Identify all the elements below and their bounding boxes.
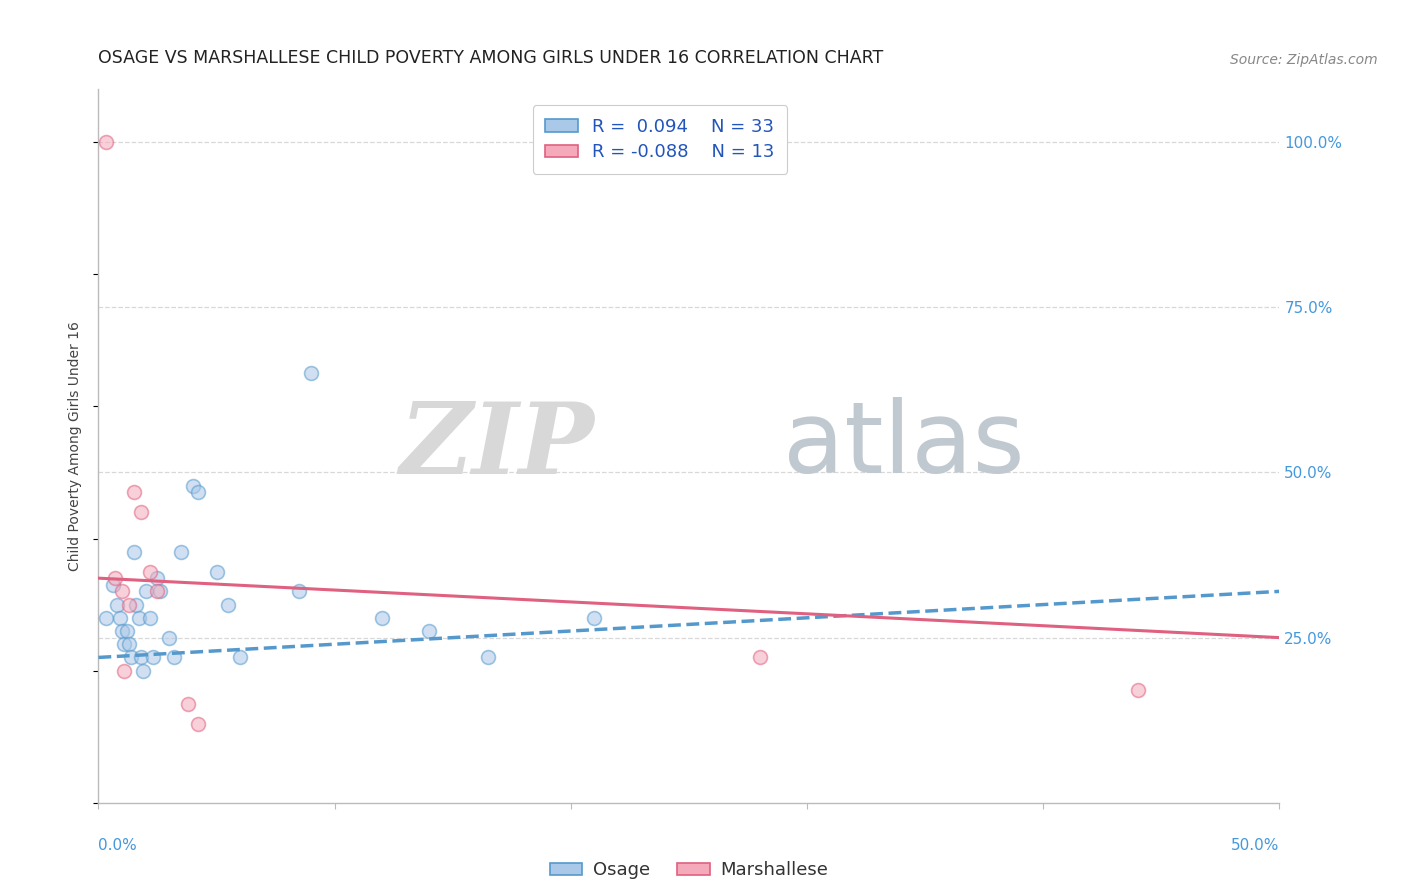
Point [157, 631, 180, 645]
Point [583, 611, 606, 625]
Point [418, 624, 440, 638]
Point [371, 611, 394, 625]
Point [129, 505, 152, 519]
Text: 0.0%: 0.0% [98, 838, 138, 854]
Point [129, 650, 152, 665]
Point [122, 545, 145, 559]
Point [181, 478, 204, 492]
Point [205, 565, 228, 579]
Point [163, 650, 186, 665]
Point [142, 650, 165, 665]
Point [111, 624, 134, 638]
Point [104, 571, 127, 585]
Point [217, 598, 239, 612]
Point [187, 716, 209, 731]
Point [128, 611, 150, 625]
Point [118, 637, 141, 651]
Point [101, 578, 124, 592]
Point [125, 598, 148, 612]
Point [94, 135, 117, 149]
Point [149, 584, 172, 599]
Point [139, 611, 162, 625]
Point [112, 664, 135, 678]
Point [132, 664, 155, 678]
Text: atlas: atlas [783, 398, 1025, 494]
Point [146, 571, 169, 585]
Point [748, 650, 770, 665]
Point [477, 650, 499, 665]
Point [139, 565, 162, 579]
Point [118, 598, 141, 612]
Point [288, 584, 311, 599]
Point [112, 637, 135, 651]
Point [94, 611, 117, 625]
Text: ZIP: ZIP [399, 398, 595, 494]
Point [115, 624, 138, 638]
Text: OSAGE VS MARSHALLESE CHILD POVERTY AMONG GIRLS UNDER 16 CORRELATION CHART: OSAGE VS MARSHALLESE CHILD POVERTY AMONG… [98, 49, 883, 67]
Point [229, 650, 252, 665]
Point [121, 650, 143, 665]
Point [105, 598, 128, 612]
Point [122, 485, 145, 500]
Point [146, 584, 169, 599]
Point [177, 697, 200, 711]
Text: Source: ZipAtlas.com: Source: ZipAtlas.com [1230, 53, 1378, 67]
Text: 50.0%: 50.0% [1232, 838, 1279, 854]
Legend: Osage, Marshallese: Osage, Marshallese [543, 855, 835, 887]
Point [170, 545, 193, 559]
Point [299, 367, 322, 381]
Y-axis label: Child Poverty Among Girls Under 16: Child Poverty Among Girls Under 16 [69, 321, 83, 571]
Point [135, 584, 157, 599]
Point [111, 584, 134, 599]
Point [1126, 683, 1149, 698]
Point [108, 611, 131, 625]
Point [187, 485, 209, 500]
